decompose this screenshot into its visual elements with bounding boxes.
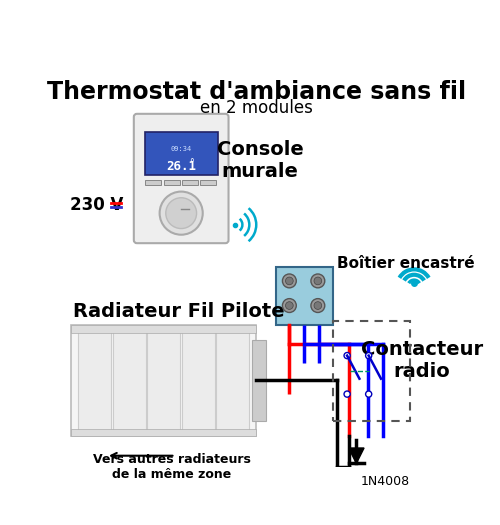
Circle shape <box>166 198 196 228</box>
Circle shape <box>286 302 293 309</box>
Circle shape <box>311 274 325 288</box>
Bar <box>182 180 198 185</box>
Circle shape <box>366 352 372 359</box>
Text: Contacteur
radio: Contacteur radio <box>360 340 483 381</box>
Bar <box>72 325 256 436</box>
Circle shape <box>160 192 202 235</box>
Circle shape <box>286 277 293 285</box>
Bar <box>72 429 256 436</box>
Polygon shape <box>348 448 364 464</box>
Circle shape <box>344 352 350 359</box>
Bar <box>144 132 218 175</box>
Text: 230 V: 230 V <box>70 196 124 214</box>
Circle shape <box>344 391 350 397</box>
Bar <box>164 180 180 185</box>
Circle shape <box>282 299 296 312</box>
Bar <box>216 329 250 432</box>
Circle shape <box>314 277 322 285</box>
Text: Vers autres radiateurs
de la même zone: Vers autres radiateurs de la même zone <box>92 454 250 481</box>
Text: °: ° <box>190 159 194 169</box>
FancyBboxPatch shape <box>134 114 228 243</box>
Text: Boîtier encastré: Boîtier encastré <box>337 256 474 270</box>
Bar <box>148 329 180 432</box>
Text: 1N4008: 1N4008 <box>360 475 410 488</box>
Text: Radiateur Fil Pilote: Radiateur Fil Pilote <box>73 302 284 321</box>
Text: 26.1: 26.1 <box>166 160 196 173</box>
Bar <box>276 267 333 325</box>
Text: 09:34: 09:34 <box>170 146 192 152</box>
Bar <box>78 329 112 432</box>
Circle shape <box>366 391 372 397</box>
Circle shape <box>311 299 325 312</box>
Bar <box>333 321 410 421</box>
Bar <box>113 329 146 432</box>
Text: en 2 modules: en 2 modules <box>200 99 312 117</box>
Text: Console
murale: Console murale <box>216 140 304 181</box>
Bar <box>72 325 256 332</box>
Bar <box>146 180 162 185</box>
Bar <box>200 180 216 185</box>
Circle shape <box>314 302 322 309</box>
Circle shape <box>282 274 296 288</box>
Bar <box>252 340 266 421</box>
Bar <box>182 329 215 432</box>
Text: Thermostat d'ambiance sans fil: Thermostat d'ambiance sans fil <box>46 80 466 104</box>
